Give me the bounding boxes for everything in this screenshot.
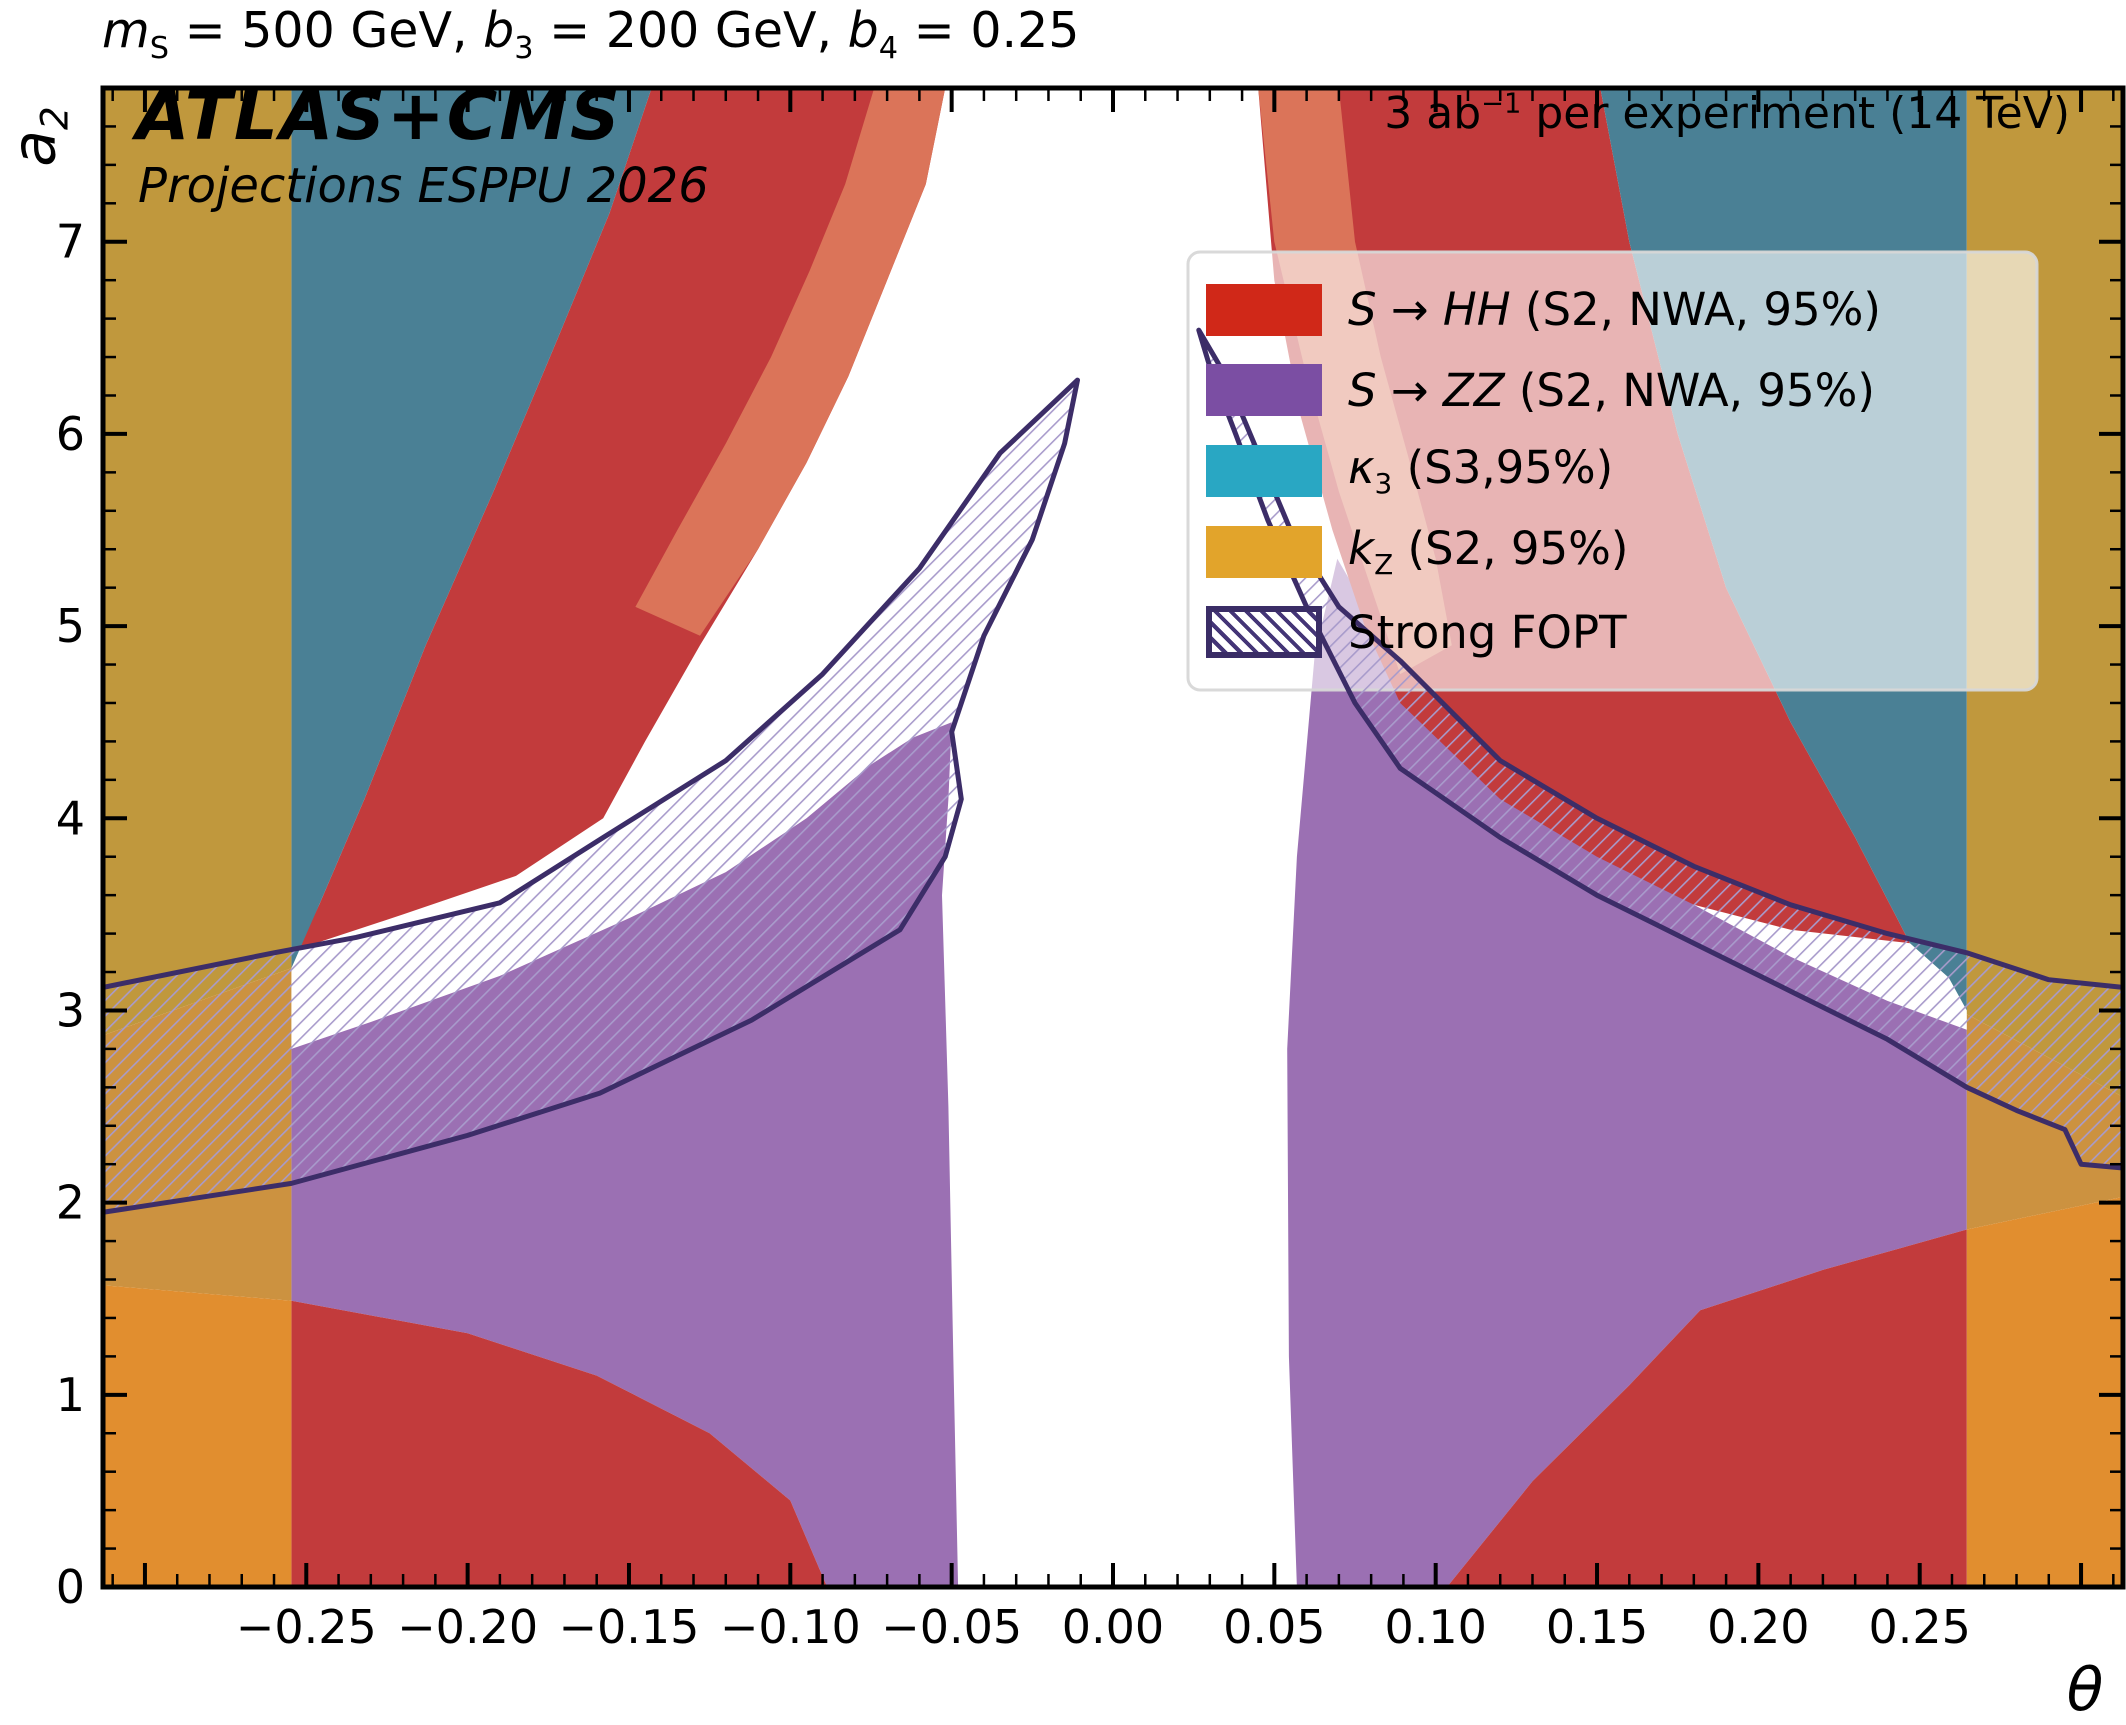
legend-swatch-s-to-zz-icon [1206, 364, 1322, 417]
legend-swatch-kz-icon [1206, 525, 1322, 578]
x-tick-label: 0.15 [1546, 1600, 1648, 1654]
x-tick-label: 0.00 [1062, 1600, 1164, 1654]
y-tick-label: 7 [56, 215, 85, 269]
region-S-to-HH-exclusion-bottom-left [291, 1300, 828, 1587]
y-tick-label: 3 [56, 983, 85, 1037]
legend-item-kz: kZ (S2, 95%) [1206, 522, 2037, 582]
legend-label-s-to-zz: S → ZZ (S2, NWA, 95%) [1348, 363, 1875, 417]
legend-item-strong-fopt: Strong FOPT [1206, 603, 2037, 661]
x-tick-label: 0.05 [1223, 1600, 1325, 1654]
legend-label-kz: kZ (S2, 95%) [1348, 522, 1629, 582]
legend-label-strong-fopt: Strong FOPT [1348, 605, 1627, 659]
x-tick-label: −0.15 [558, 1600, 699, 1654]
y-tick-label: 0 [56, 1560, 85, 1614]
region-S-to-HH-edge-band-left [635, 88, 946, 636]
x-tick-label: −0.05 [881, 1600, 1022, 1654]
projection-subtitle: Projections ESPPU 2026 [138, 158, 709, 214]
luminosity-note: 3 ab−1 per experiment (14 TeV) [1384, 88, 2070, 139]
legend-item-s-to-zz: S → ZZ (S2, NWA, 95%) [1206, 361, 2037, 419]
legend-item-kappa3: κ3 (S3,95%) [1206, 441, 2037, 501]
x-tick-label: −0.20 [397, 1600, 538, 1654]
y-tick-label: 2 [56, 1176, 85, 1230]
legend-swatch-s-to-hh-icon [1206, 283, 1322, 336]
legend-box-background [1186, 250, 2039, 692]
strong-fopt-bands [103, 327, 2123, 1215]
y-tick-label: 5 [56, 599, 85, 653]
y-tick-label: 6 [56, 407, 85, 461]
y-tick-label: 1 [56, 1368, 85, 1422]
legend: S → HH (S2, NWA, 95%) S → ZZ (S2, NWA, 95… [1188, 252, 2037, 690]
x-tick-label: 0.10 [1384, 1600, 1486, 1654]
x-tick-label: −0.25 [236, 1600, 377, 1654]
region-S-to-HH-exclusion-top-left [298, 88, 946, 949]
plot-frame [100, 85, 2126, 1590]
y-axis-label: a2 [0, 106, 77, 167]
x-tick-label: 0.20 [1707, 1600, 1809, 1654]
x-tick-label: −0.10 [720, 1600, 861, 1654]
region-kz-band-left-over-hh [103, 1285, 292, 1587]
tick-labels: −0.25 −0.20 −0.15 −0.10 −0.05 0.00 0.05 0.10 0.1… [56, 215, 1971, 1654]
legend-swatch-strong-fopt-icon [1206, 606, 1322, 659]
hatch-band-strong-fopt-band-right [1196, 327, 2123, 1171]
legend-label-kappa3: κ3 (S3,95%) [1348, 441, 1614, 501]
region-S-to-ZZ-exclusion-right [1287, 558, 1967, 1587]
legend-item-s-to-hh: S → HH (S2, NWA, 95%) [1206, 281, 2037, 339]
plot-title: mS = 500 GeV, b3 = 200 GeV, b4 = 0.25 [102, 2, 1080, 66]
x-axis-label: θ [2066, 1655, 2104, 1725]
experiment-label: ATLAS+CMS [136, 76, 622, 156]
region-kappa3-exclusion-left [291, 88, 652, 969]
hatch-band-strong-fopt-band-left [103, 377, 1080, 1215]
region-kz-band-left-over-kappa3 [103, 88, 292, 1036]
region-kz-band-right-over-hh [1966, 1196, 2123, 1587]
y-tick-label: 4 [56, 791, 85, 845]
legend-swatch-kappa3-icon [1206, 444, 1322, 497]
region-S-to-HH-exclusion-bottom-right [1447, 1229, 1967, 1587]
legend-label-s-to-hh: S → HH (S2, NWA, 95%) [1348, 283, 1881, 337]
x-tick-label: 0.25 [1868, 1600, 1970, 1654]
